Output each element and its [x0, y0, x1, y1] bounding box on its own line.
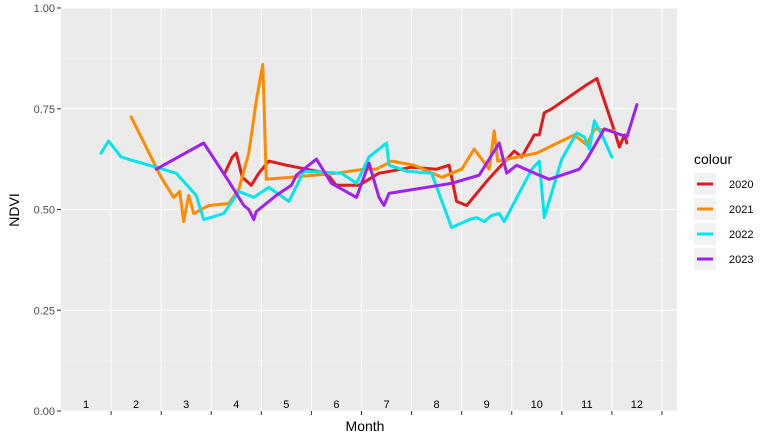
y-tick-label: 0.00 — [34, 406, 55, 418]
y-axis-label: NDVI — [6, 193, 22, 226]
legend-label-2023: 2023 — [729, 254, 753, 266]
legend-label-2020: 2020 — [729, 179, 753, 191]
x-tick-label: 2 — [133, 399, 139, 411]
y-tick-label: 0.50 — [34, 205, 55, 217]
x-tick-label: 9 — [484, 399, 490, 411]
x-tick-label: 6 — [333, 399, 339, 411]
series-line-2023 — [154, 103, 639, 222]
x-tick-label: 4 — [233, 399, 239, 411]
grid-lines — [61, 7, 677, 412]
y-tick-label: 0.75 — [34, 104, 55, 116]
legend-label-2022: 2022 — [729, 229, 753, 241]
x-tick-label: 1 — [83, 399, 89, 411]
x-tick-label: 10 — [531, 399, 543, 411]
y-tick-label: 0.25 — [34, 305, 55, 317]
series-line-2022 — [99, 119, 614, 230]
x-tick-label: 3 — [183, 399, 189, 411]
series-line-2020 — [223, 77, 629, 207]
x-tick-label: 7 — [383, 399, 389, 411]
legend-label-2021: 2021 — [729, 204, 753, 216]
x-tick-label: 12 — [631, 399, 643, 411]
x-tick-label: 5 — [283, 399, 289, 411]
legend-title: colour — [694, 151, 732, 167]
axes: 0.000.250.500.751.001 2 3 4 5 6 7 8 9 10 11 12 — [34, 3, 663, 418]
y-tick-label: 1.00 — [34, 3, 55, 15]
x-axis-label: Month — [346, 418, 385, 434]
legend: colour 2020 2021 2022 2023 — [694, 151, 753, 270]
x-tick-label: 8 — [434, 399, 440, 411]
x-tick-label: 11 — [581, 399, 592, 411]
series-lines — [99, 62, 639, 230]
